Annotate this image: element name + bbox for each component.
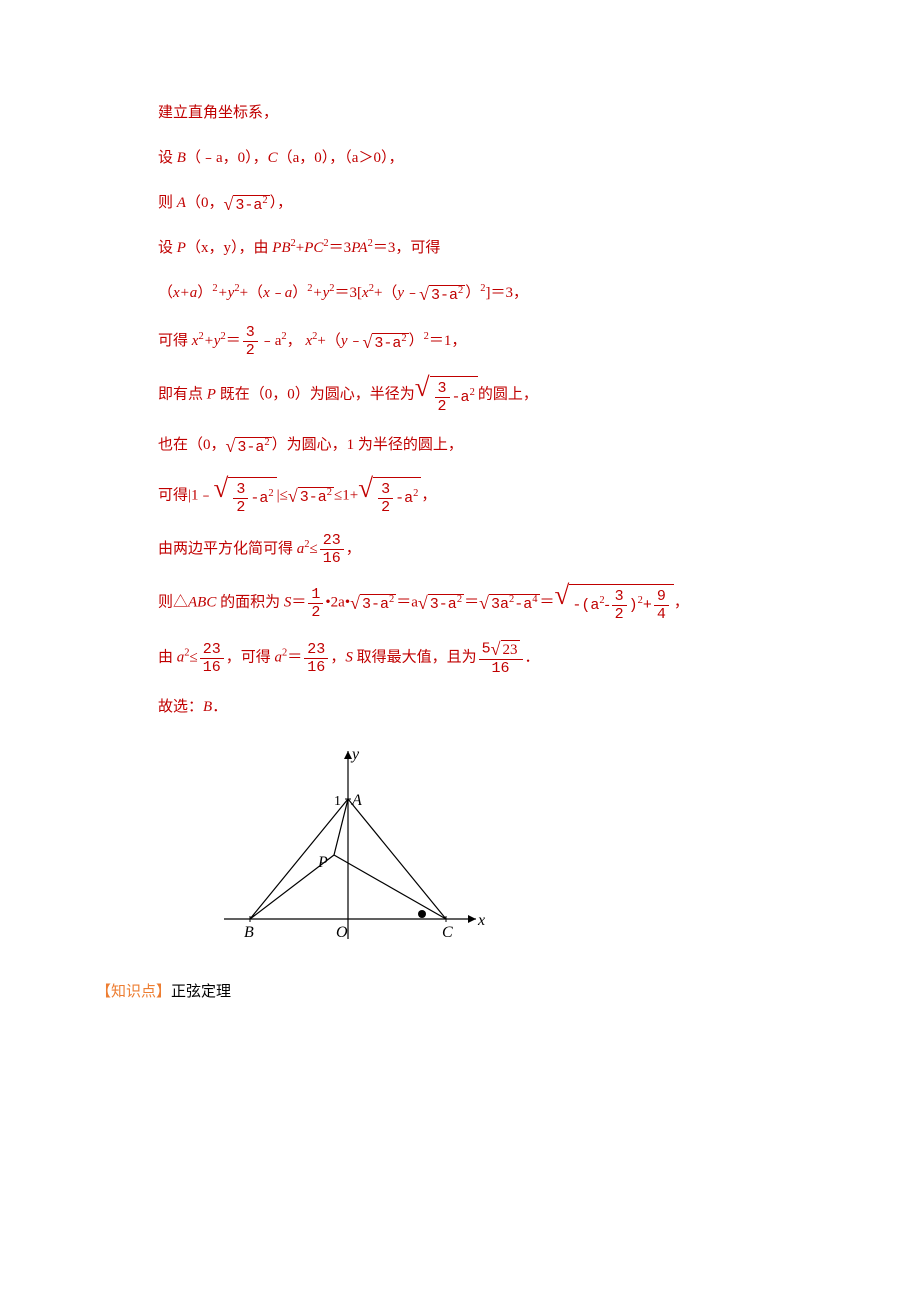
line-set-bc: 设 B（﹣a，0），C（a，0），（a＞0）， <box>158 145 830 172</box>
knowledge-text: 正弦定理 <box>171 984 231 1000</box>
c-label: C <box>442 924 453 941</box>
b-label: B <box>244 924 254 941</box>
line-expand: （x+a）2+y2+（x﹣a）2+y2＝3[x2+（y﹣√3-a2）2]＝3， <box>158 280 830 307</box>
p-label: P <box>317 854 328 871</box>
line-inequality: 可得|1﹣√32-a2|≤√3-a2≤1+√32-a2， <box>158 477 830 515</box>
line-circle1: 即有点 P 既在（0，0）为圆心，半径为√32-a2的圆上， <box>158 376 830 414</box>
triangle-diagram: y x A 1 B C O P <box>214 739 830 969</box>
line-a-coord: 则 A（0，√3-a2）， <box>158 190 830 217</box>
o-label: O <box>336 924 348 941</box>
line-answer: 故选：B． <box>158 694 830 721</box>
line-set-p: 设 P（x，y），由 PB2+PC2＝3PA2＝3，可得 <box>158 235 830 262</box>
line-circle2: 也在（0，√3-a2）为圆心，1 为半径的圆上， <box>158 432 830 459</box>
line-area: 则△ABC 的面积为 S＝12•2a•√3-a2＝a√3-a2＝√3a2-a4＝… <box>158 584 830 622</box>
line-simplify: 可得 x2+y2＝32﹣a2， x2+（y﹣√3-a2）2＝1， <box>158 325 830 358</box>
x-axis-label: x <box>477 912 485 929</box>
line-square-simplify: 由两边平方化简可得 a2≤2316， <box>158 533 830 566</box>
a-label: A <box>351 792 362 809</box>
line-max: 由 a2≤2316，可得 a2＝2316，S 取得最大值，且为5√2316． <box>158 640 830 676</box>
y-axis-label: y <box>350 746 360 763</box>
knowledge-line: 【知识点】正弦定理 <box>158 979 830 1006</box>
one-label: 1 <box>334 794 341 809</box>
knowledge-label: 【知识点】 <box>96 984 171 1000</box>
line-coord-system: 建立直角坐标系， <box>158 100 830 127</box>
